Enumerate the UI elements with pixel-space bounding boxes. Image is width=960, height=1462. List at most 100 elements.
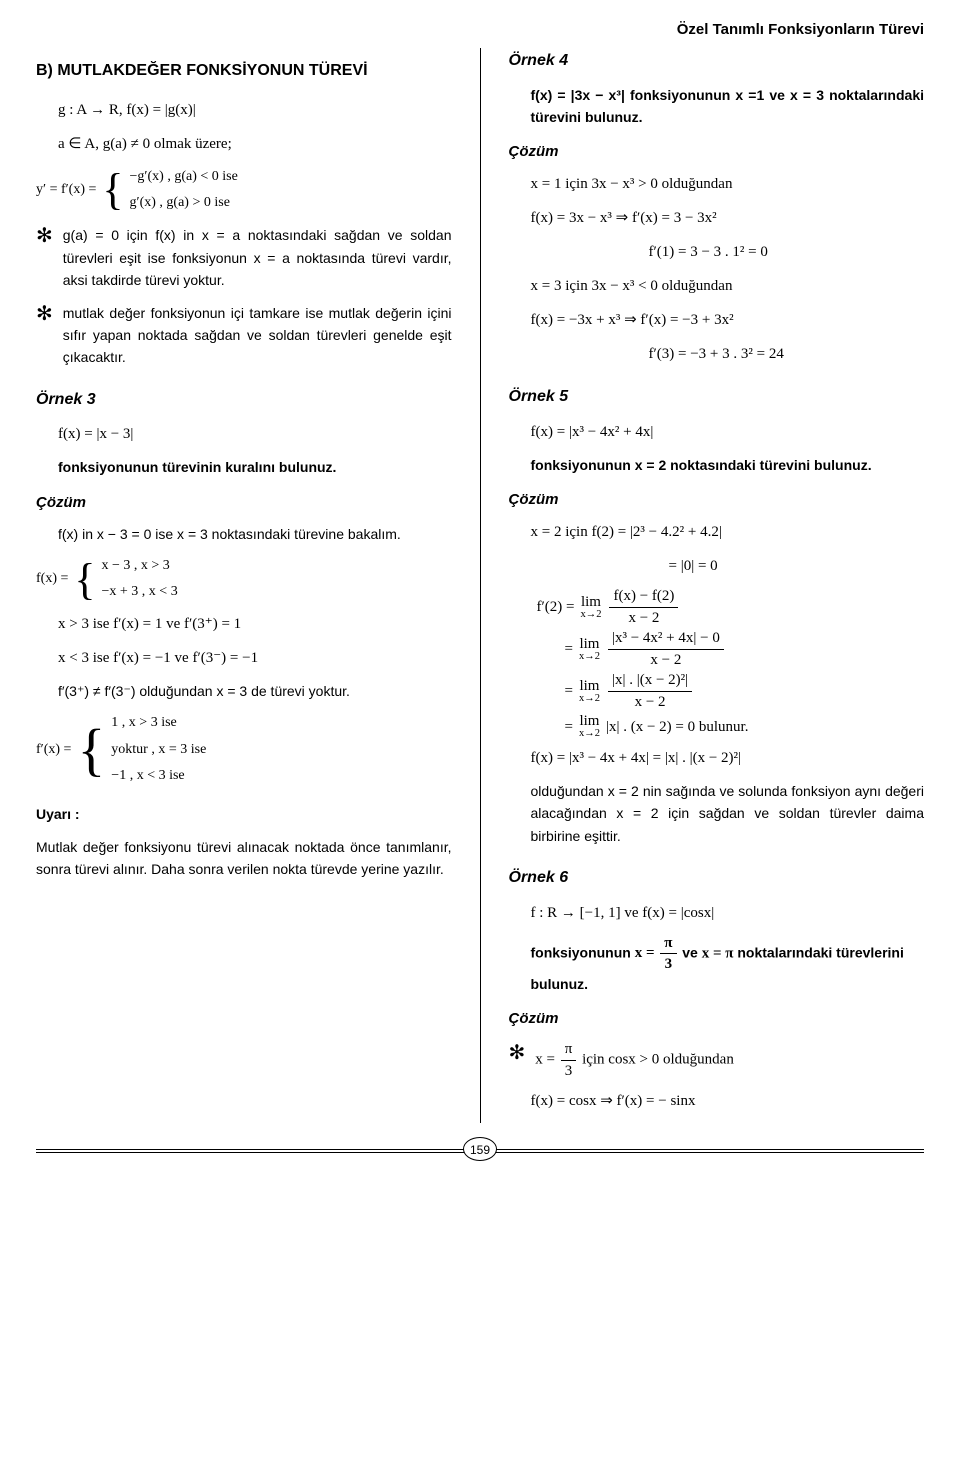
solution-label-5: Çözüm xyxy=(509,488,925,512)
lim-icon: lim x→2 xyxy=(579,637,600,663)
ex6-bullet: ✻ x = π 3 için cosx > 0 olduğundan xyxy=(509,1041,925,1079)
ex3-fx-cases: x − 3 , x > 3 −x + 3 , x < 3 xyxy=(102,555,178,604)
ex5-limit-4: = lim x→2 |x| . (x − 2) = 0 bulunur. xyxy=(565,714,925,740)
ex5-lim2-frac: |x³ − 4x² + 4x| − 0 x − 2 xyxy=(608,630,724,668)
example-5-label: Örnek 5 xyxy=(509,384,925,410)
solution-label-4: Çözüm xyxy=(509,140,925,164)
fn-def-line-1: g : A → R, f(x) = |g(x)| xyxy=(58,98,452,122)
ex6-x-eq-1: x = π 3 xyxy=(635,945,683,961)
ex3-fx-lhs: f(x) = xyxy=(36,568,68,590)
lim-arrow: x→2 xyxy=(579,694,600,705)
ex5-lim3-num: |x| . |(x − 2)²| xyxy=(608,672,692,692)
yprime-case-1: −g′(x) , g(a) < 0 ise xyxy=(130,166,238,188)
ex3-sol-2: x > 3 ise f′(x) = 1 ve f′(3⁺) = 1 xyxy=(58,612,452,636)
ex5-text: olduğundan x = 2 nin sağında ve solunda … xyxy=(531,780,925,847)
lim-arrow: x→2 xyxy=(579,729,600,740)
yprime-case-2: g′(x) , g(a) > 0 ise xyxy=(130,192,238,214)
ex6-q-a: fonksiyonunun xyxy=(531,944,635,960)
ex3-fx-case-1: x − 3 , x > 3 xyxy=(102,555,178,577)
bullet-2-text: mutlak değer fonksiyonun içi tamkare ise… xyxy=(63,302,452,369)
yprime-piecewise: y′ = f′(x) = { −g′(x) , g(a) < 0 ise g′(… xyxy=(36,166,452,215)
star-icon: ✻ xyxy=(509,1041,526,1065)
lim-arrow: x→2 xyxy=(580,610,601,621)
ex6-q-b: ve xyxy=(682,944,701,960)
ex3-fprime-cases: 1 , x > 3 ise yoktur , x = 3 ise −1 , x … xyxy=(111,712,206,787)
ex6-star-a: x = xyxy=(535,1051,555,1067)
ex6-question: fonksiyonunun x = π 3 ve x = π noktaları… xyxy=(531,935,925,995)
ex5-lim4-rhs: |x| . (x − 2) = 0 bulunur. xyxy=(606,715,749,739)
ex5-lim1-frac: f(x) − f(2) x − 2 xyxy=(609,588,678,626)
ex5-fn: f(x) = |x³ − 4x² + 4x| xyxy=(531,420,925,444)
lim-arrow: x→2 xyxy=(579,652,600,663)
left-brace-icon: { xyxy=(74,562,95,597)
pi-over-3-icon: π 3 xyxy=(660,935,676,973)
left-brace-icon: { xyxy=(102,172,123,207)
ex5-lim3-den: x − 2 xyxy=(631,692,670,711)
page-number: 159 xyxy=(463,1137,497,1161)
left-brace-icon: { xyxy=(77,730,105,771)
ex4-c5: f(x) = −3x + x³ ⇒ f′(x) = −3 + 3x² xyxy=(531,308,925,332)
ex3-fprime-lhs: f′(x) = xyxy=(36,739,71,761)
ex6-star-text: x = π 3 için cosx > 0 olduğundan xyxy=(535,1041,924,1079)
ex5-limit-2: = lim x→2 |x³ − 4x² + 4x| − 0 x − 2 xyxy=(565,630,925,668)
ex5-question: fonksiyonunun x = 2 noktasındaki türevin… xyxy=(531,454,925,476)
left-column: B) MUTLAKDEĞER FONKSİYONUN TÜREVİ g : A … xyxy=(36,48,452,1123)
ex4-c1: x = 1 için 3x − x³ > 0 olduğundan xyxy=(531,172,925,196)
bullet-1: ✻ g(a) = 0 için f(x) in x = a noktasında… xyxy=(36,224,452,291)
ex6-star-b: için cosx > 0 olduğundan xyxy=(582,1051,734,1067)
ex6-c2: f(x) = cosx ⇒ f′(x) = − sinx xyxy=(531,1089,925,1113)
ex4-c4: x = 3 için 3x − x³ < 0 olduğundan xyxy=(531,274,925,298)
footer: 159 xyxy=(36,1149,924,1169)
ex3-fx-piecewise: f(x) = { x − 3 , x > 3 −x + 3 , x < 3 xyxy=(36,555,452,604)
lim-icon: lim x→2 xyxy=(579,679,600,705)
solution-label-6: Çözüm xyxy=(509,1007,925,1031)
ex4-c6: f′(3) = −3 + 3 . 3² = 24 xyxy=(649,342,925,366)
ex3-fx-case-2: −x + 3 , x < 3 xyxy=(102,581,178,603)
ex5-c1b: = |0| = 0 xyxy=(669,554,925,578)
lim-text: lim xyxy=(579,714,599,729)
example-4-label: Örnek 4 xyxy=(509,48,925,74)
pi-den: 3 xyxy=(561,1061,577,1080)
star-icon: ✻ xyxy=(36,224,53,248)
bullet-2: ✻ mutlak değer fonksiyonun içi tamkare i… xyxy=(36,302,452,369)
equals-sign: = xyxy=(565,715,573,739)
ex5-lim1-lhs: f′(2) = xyxy=(537,595,575,619)
pi-over-3-icon: π 3 xyxy=(561,1041,577,1079)
ex5-limit-1: f′(2) = lim x→2 f(x) − f(2) x − 2 xyxy=(537,588,925,626)
lim-icon: lim x→2 xyxy=(579,714,600,740)
column-divider xyxy=(480,48,481,1123)
page-header: Özel Tanımlı Fonksiyonların Türevi xyxy=(36,18,924,42)
equals-sign: = xyxy=(565,637,573,661)
ex3-sol-4: f′(3⁺) ≠ f′(3⁻) olduğundan x = 3 de türe… xyxy=(58,680,452,702)
star-icon: ✻ xyxy=(36,302,53,326)
lim-text: lim xyxy=(579,679,599,694)
example-6-label: Örnek 6 xyxy=(509,865,925,891)
ex6-x1: x = xyxy=(635,945,655,961)
pi-den: 3 xyxy=(661,954,677,973)
example-3-label: Örnek 3 xyxy=(36,387,452,413)
ex3-fn: f(x) = |x − 3| xyxy=(58,422,452,446)
lim-text: lim xyxy=(579,637,599,652)
yprime-lhs: y′ = f′(x) = xyxy=(36,179,96,201)
right-column: Örnek 4 f(x) = |3x − x³| fonksiyonunun x… xyxy=(509,48,925,1123)
section-b-title: B) MUTLAKDEĞER FONKSİYONUN TÜREVİ xyxy=(36,58,452,84)
ex3-question: fonksiyonunun türevinin kuralını bulunuz… xyxy=(58,456,452,478)
two-column-layout: B) MUTLAKDEĞER FONKSİYONUN TÜREVİ g : A … xyxy=(36,48,924,1123)
warning-text: Mutlak değer fonksiyonu türevi alınacak … xyxy=(36,836,452,881)
ex5-lim1-num: f(x) − f(2) xyxy=(609,588,678,608)
ex5-lim1-den: x − 2 xyxy=(624,608,663,627)
ex4-c3: f′(1) = 3 − 3 . 1² = 0 xyxy=(649,240,925,264)
solution-label-3: Çözüm xyxy=(36,491,452,515)
ex5-lim3-frac: |x| . |(x − 2)²| x − 2 xyxy=(608,672,692,710)
ex3-sol-1: f(x) in x − 3 = 0 ise x = 3 noktasındaki… xyxy=(58,523,452,545)
pi-num: π xyxy=(660,935,676,955)
ex5-c1: x = 2 için f(2) = |2³ − 4.2² + 4.2| xyxy=(531,520,925,544)
ex3-fprime-case-3: −1 , x < 3 ise xyxy=(111,765,206,787)
bullet-1-text: g(a) = 0 için f(x) in x = a noktasındaki… xyxy=(63,224,452,291)
ex4-question: f(x) = |3x − x³| fonksiyonunun x =1 ve x… xyxy=(531,84,925,129)
ex3-fprime-case-1: 1 , x > 3 ise xyxy=(111,712,206,734)
page: Özel Tanımlı Fonksiyonların Türevi B) MU… xyxy=(0,0,960,1197)
ex3-fprime-piecewise: f′(x) = { 1 , x > 3 ise yoktur , x = 3 i… xyxy=(36,712,452,787)
ex5-limit-3: = lim x→2 |x| . |(x − 2)²| x − 2 xyxy=(565,672,925,710)
warning-label: Uyarı : xyxy=(36,803,452,825)
